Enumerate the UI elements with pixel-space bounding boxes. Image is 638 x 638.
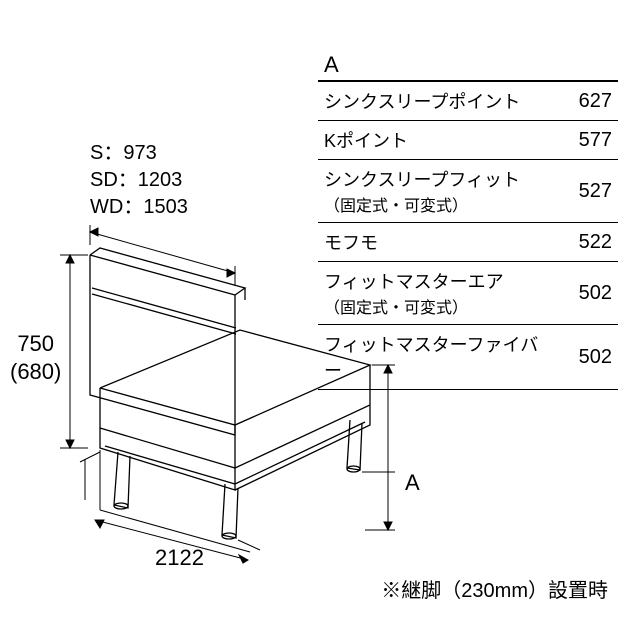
bed-diagram-svg	[0, 0, 638, 638]
diagram-container: A シンクスリープポイント 627 Kポイント 577 シンクスリープフィット（…	[0, 0, 638, 638]
